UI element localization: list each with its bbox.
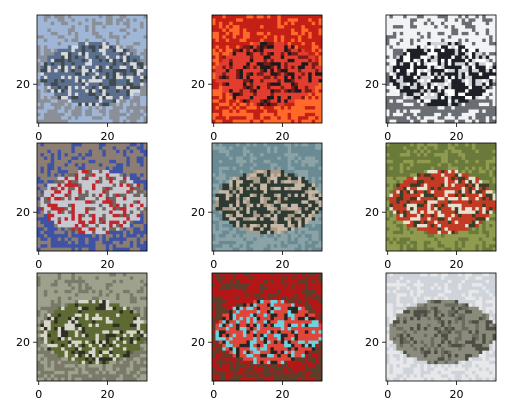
x-tick-label: 20	[275, 388, 289, 401]
x-tick-label: 0	[384, 130, 391, 143]
x-tick-label: 20	[449, 258, 463, 271]
y-tick-label: 20	[16, 206, 30, 219]
axes-frame	[211, 14, 323, 124]
axes-frame	[385, 14, 497, 124]
x-tick-label: 0	[210, 130, 217, 143]
y-tick-label: 20	[365, 78, 379, 91]
axes-frame	[36, 142, 148, 252]
image-panel: 0 20 20	[16, 272, 148, 401]
y-tick-label: 20	[16, 78, 30, 91]
car-image	[37, 273, 148, 382]
axes-frame	[211, 272, 323, 382]
x-tick-label: 20	[275, 130, 289, 143]
x-tick-label: 20	[100, 388, 114, 401]
axes-frame	[36, 14, 148, 124]
image-panel: 0 20 20	[191, 14, 323, 143]
y-tick-label: 20	[16, 336, 30, 349]
x-tick-label: 0	[35, 130, 42, 143]
y-tick-label: 20	[365, 206, 379, 219]
image-panel: 0 20 20	[16, 14, 148, 143]
axes-frame	[36, 272, 148, 382]
image-panel: 0 20 20	[191, 272, 323, 401]
x-tick-label: 20	[275, 258, 289, 271]
x-tick-label: 20	[449, 388, 463, 401]
axes-frame	[385, 142, 497, 252]
car-image	[212, 143, 323, 252]
image-panel: 0 20 20	[365, 142, 497, 271]
y-tick-label: 20	[365, 336, 379, 349]
car-image	[212, 15, 323, 124]
airplane-image	[37, 143, 148, 252]
airplane-image	[386, 143, 497, 252]
image-panel: 0 20 20	[191, 142, 323, 271]
y-tick-label: 20	[191, 336, 205, 349]
car-image	[37, 15, 148, 124]
image-panel: 0 20 20	[365, 14, 497, 143]
y-tick-label: 20	[191, 206, 205, 219]
x-tick-label: 20	[449, 130, 463, 143]
airplane-image	[386, 15, 497, 124]
x-tick-label: 0	[384, 388, 391, 401]
image-panel: 0 20 20	[365, 272, 497, 401]
y-tick-label: 20	[191, 78, 205, 91]
car-image	[212, 273, 323, 382]
x-tick-label: 0	[35, 258, 42, 271]
x-tick-label: 20	[100, 258, 114, 271]
axes-frame	[211, 142, 323, 252]
x-tick-label: 0	[210, 388, 217, 401]
x-tick-label: 0	[210, 258, 217, 271]
x-tick-label: 20	[100, 130, 114, 143]
x-tick-label: 0	[384, 258, 391, 271]
car-image	[386, 273, 497, 382]
image-panel: 0 20 20	[16, 142, 148, 271]
x-tick-label: 0	[35, 388, 42, 401]
axes-frame	[385, 272, 497, 382]
